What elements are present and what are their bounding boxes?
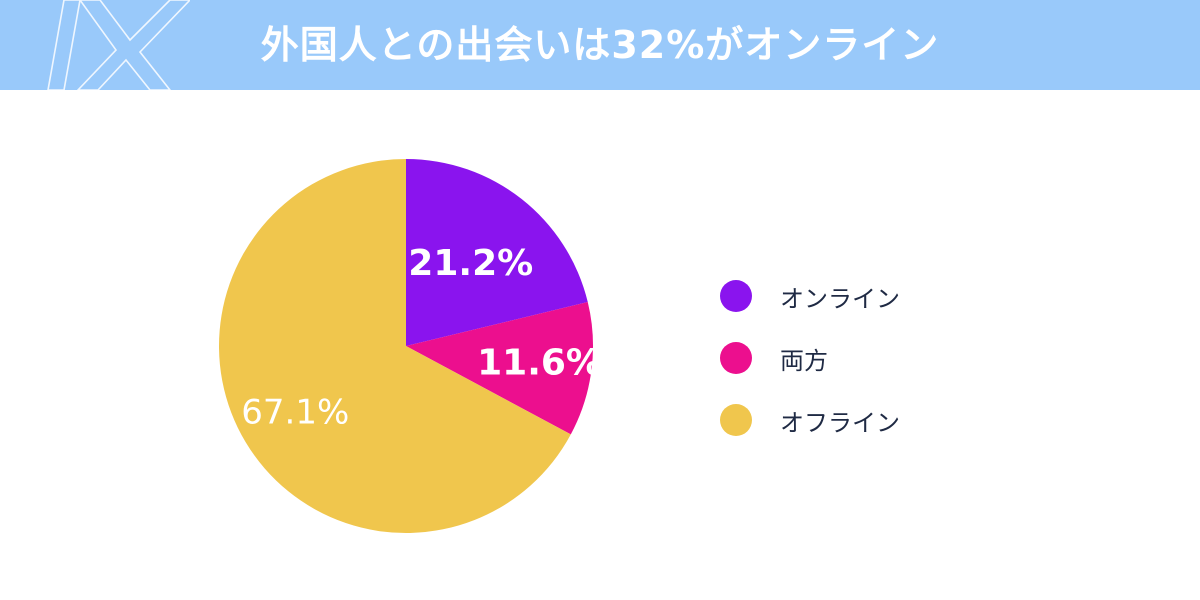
pie-slice-1	[406, 302, 594, 435]
page-title: 外国人との出会いは32%がオンライン	[260, 23, 940, 67]
legend-label: オンライン	[780, 284, 900, 313]
pie-data-label-1: 11.6%	[477, 343, 602, 384]
pie-data-label-0: 21.2%	[408, 243, 533, 284]
legend-swatch	[720, 280, 752, 312]
pie-chart: 21.2% 11.6% 67.1%	[219, 159, 602, 533]
pie-slice-0	[406, 159, 588, 346]
legend-item: 両方	[720, 327, 900, 389]
chart-area: 21.2% 11.6% 67.1% オンライン両方オフライン	[0, 90, 1200, 600]
legend-swatch	[720, 342, 752, 374]
x-logo-icon	[47, 0, 190, 90]
legend: オンライン両方オフライン	[720, 265, 900, 451]
header-bar: 外国人との出会いは32%がオンライン	[0, 0, 1200, 90]
legend-item: オフライン	[720, 389, 900, 451]
pie-slice-2	[219, 159, 571, 533]
legend-label: オフライン	[780, 408, 900, 437]
pie-data-label-2: 67.1%	[241, 392, 349, 432]
legend-swatch	[720, 404, 752, 436]
legend-item: オンライン	[720, 265, 900, 327]
legend-label: 両方	[780, 346, 828, 375]
